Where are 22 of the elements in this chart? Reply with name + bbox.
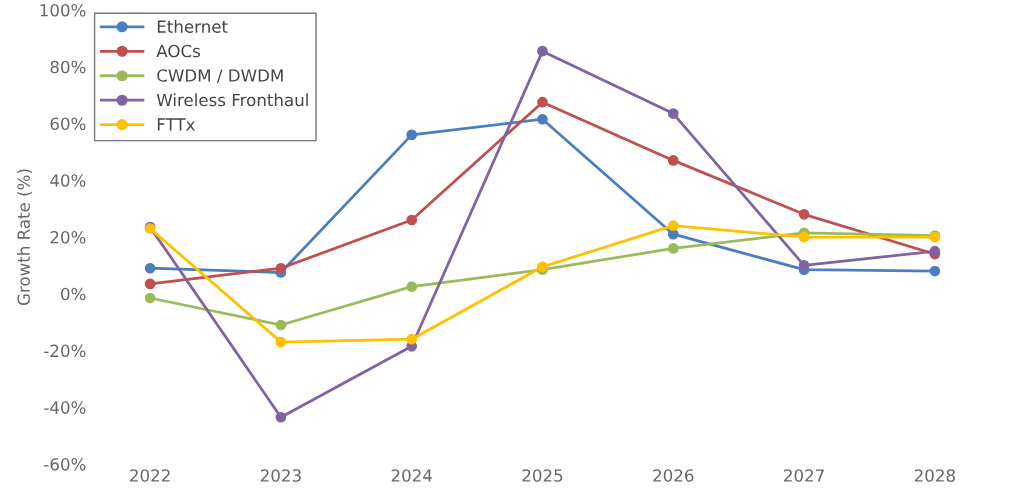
x-tick-label: 2023 bbox=[260, 469, 301, 482]
y-tick-label: 100% bbox=[40, 3, 86, 17]
x-tick-label: 2025 bbox=[522, 469, 563, 482]
y-tick-label: -60% bbox=[44, 458, 86, 471]
x-tick-label: 2026 bbox=[653, 469, 694, 482]
x-tick-label: 2022 bbox=[130, 469, 170, 482]
legend-label: FTTx bbox=[157, 118, 195, 131]
x-tick-label: 2027 bbox=[784, 469, 824, 482]
y-tick-label: 80% bbox=[50, 60, 86, 74]
legend-label: Wireless Fronthaul bbox=[156, 93, 308, 107]
y-tick-label: 40% bbox=[50, 174, 86, 187]
y-tick-label: 60% bbox=[50, 117, 86, 131]
legend-label: Ethernet bbox=[157, 19, 228, 33]
y-axis-title: Growth Rate (%) bbox=[17, 169, 32, 306]
legend-label: AOCs bbox=[156, 44, 200, 58]
y-tick-label: 0% bbox=[61, 287, 86, 301]
y-tick-label: 20% bbox=[50, 230, 86, 244]
y-tick-label: -40% bbox=[44, 401, 86, 414]
x-tick-label: 2028 bbox=[914, 469, 955, 482]
y-tick-label: -20% bbox=[44, 344, 86, 358]
x-tick-label: 2024 bbox=[391, 469, 432, 482]
legend-label: CWDM / DWDM bbox=[157, 69, 283, 84]
